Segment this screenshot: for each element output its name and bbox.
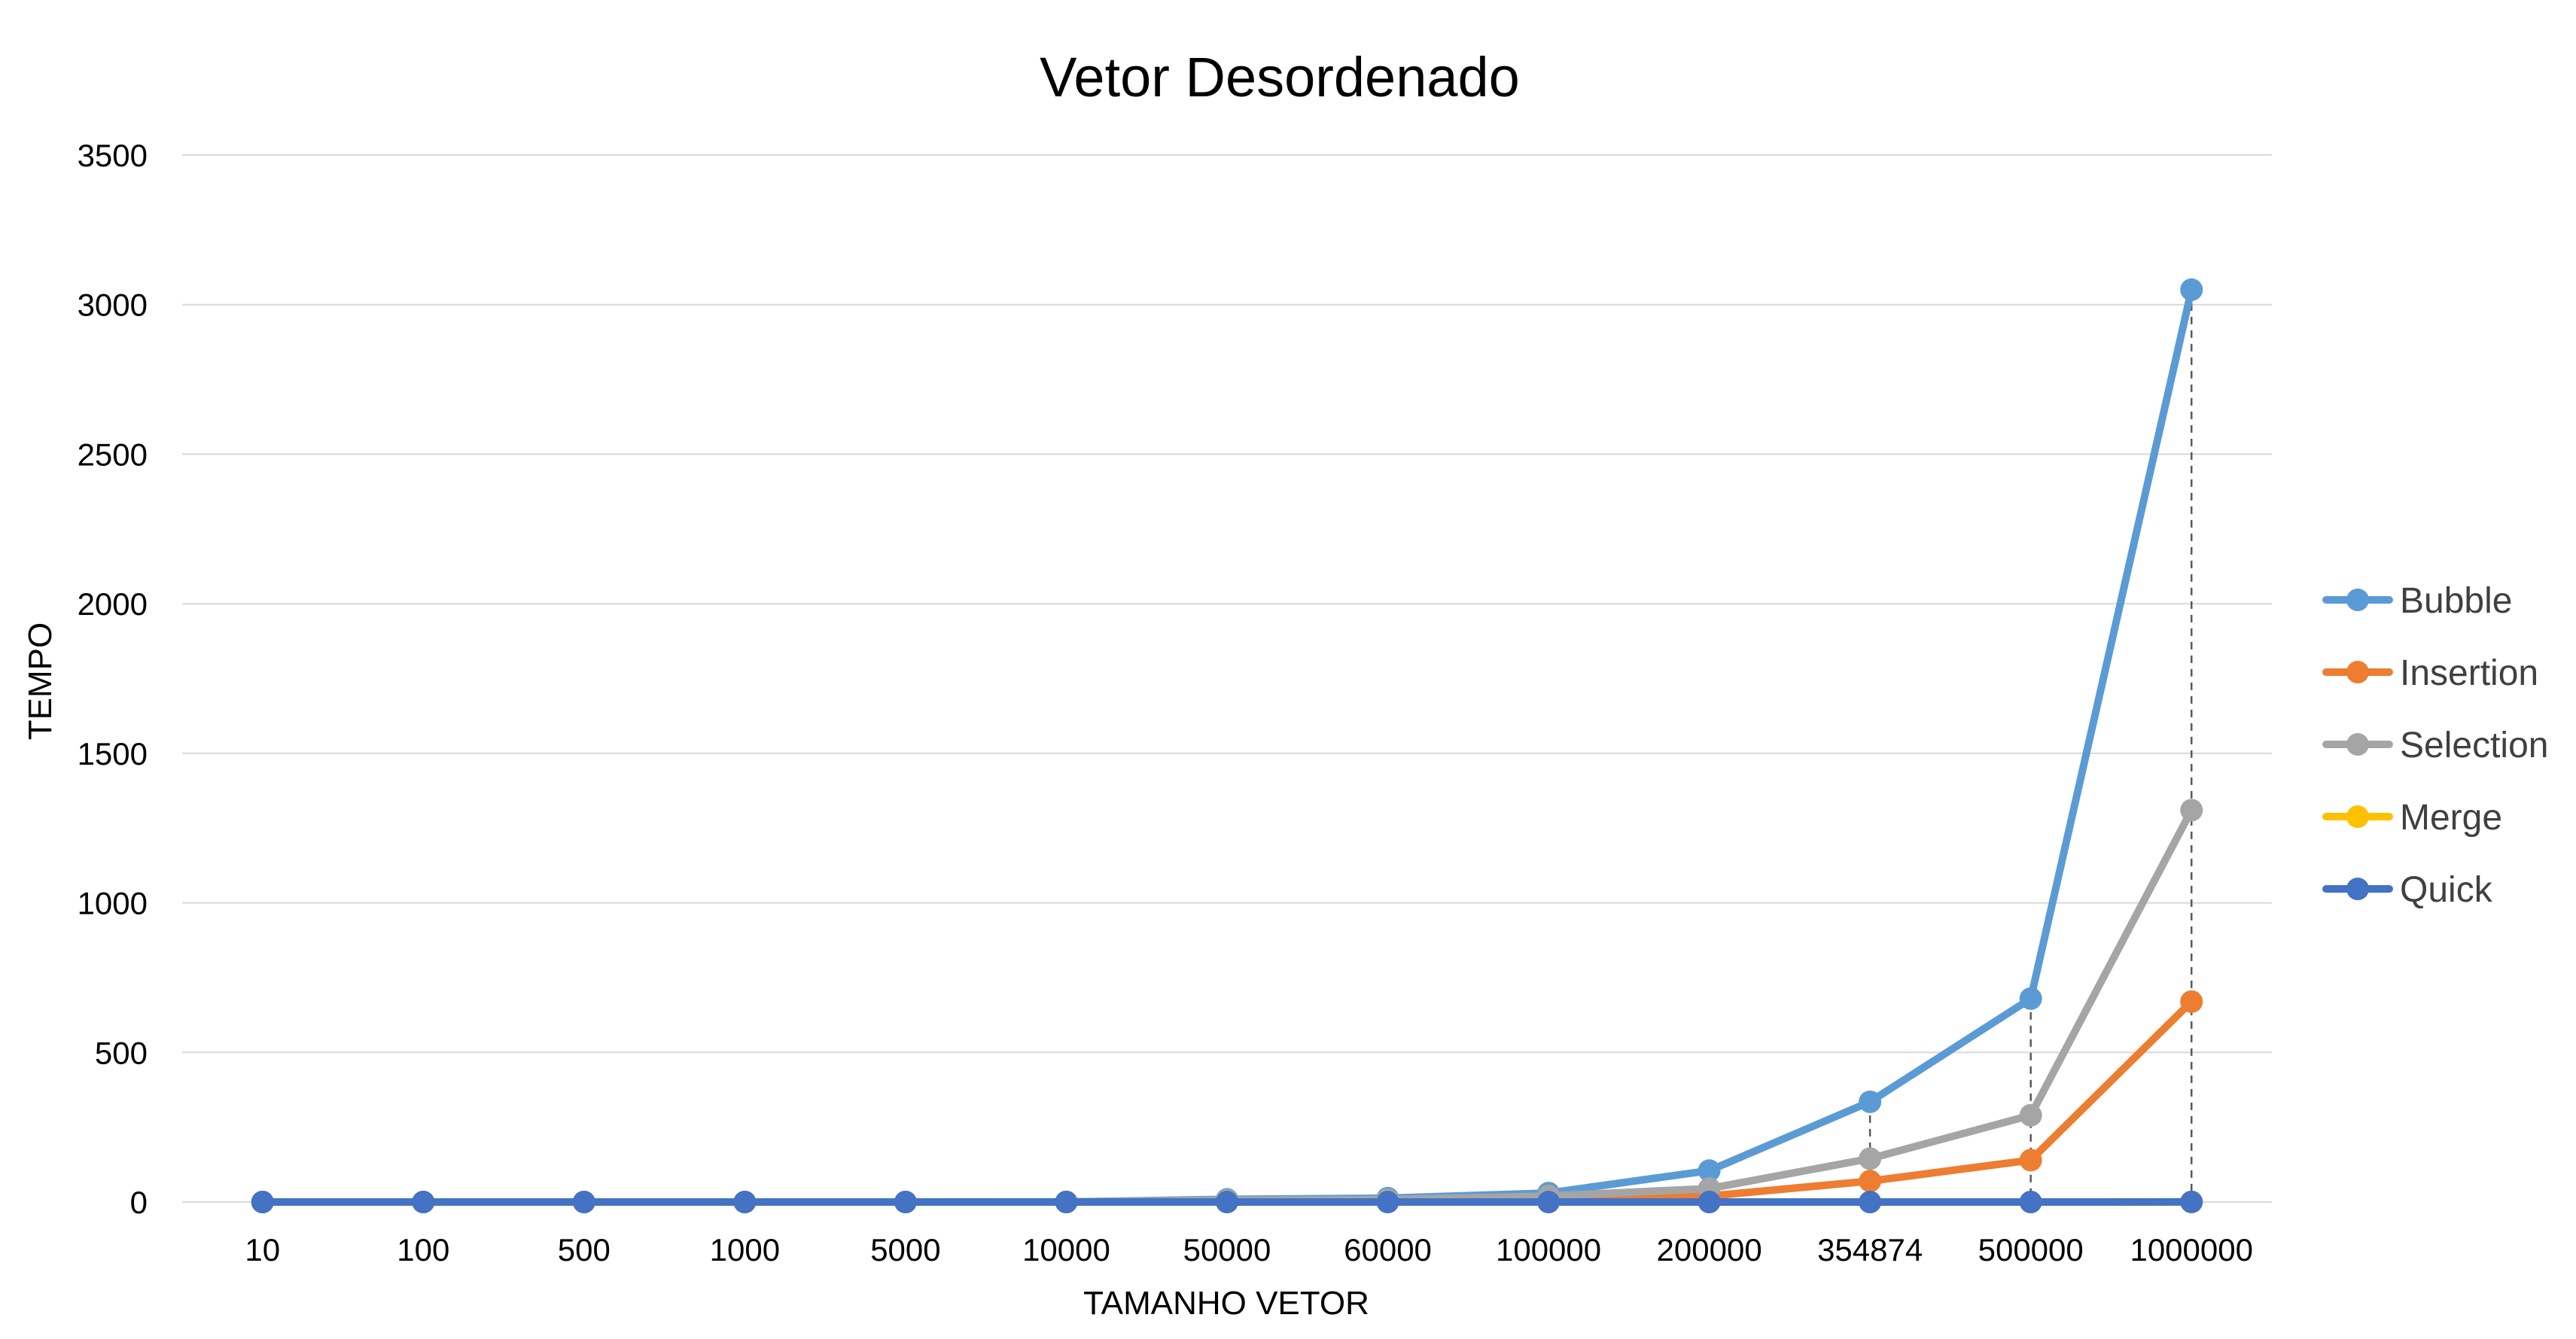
x-tick-label: 60000 xyxy=(1344,1232,1432,1267)
x-tick-label: 10000 xyxy=(1022,1232,1110,1267)
legend-item-bubble: Bubble xyxy=(2322,581,2512,621)
data-point xyxy=(1859,1090,1882,1113)
legend-swatch-marker xyxy=(2346,733,2369,756)
y-axis-title: TEMPO xyxy=(22,622,59,740)
series-lines xyxy=(251,278,2203,1213)
y-tick-label: 2000 xyxy=(78,586,148,622)
x-tick-label: 200000 xyxy=(1657,1232,1762,1267)
data-point xyxy=(1216,1191,1238,1213)
legend-label: Merge xyxy=(2400,798,2502,838)
y-tick-labels: 0 500 1000 1500 2000 2500 3000 3500 xyxy=(78,138,148,1220)
legend-label: Insertion xyxy=(2400,653,2538,693)
y-tick-label: 1500 xyxy=(78,736,148,771)
x-tick-label: 500 xyxy=(558,1232,611,1267)
data-point xyxy=(1537,1191,1561,1213)
legend: Bubble Insertion Selection Merge Quick xyxy=(2322,581,2548,910)
data-point xyxy=(2180,990,2203,1013)
x-tick-label: 1000 xyxy=(710,1232,780,1267)
x-tick-label: 100000 xyxy=(1496,1232,1601,1267)
y-tick-label: 1000 xyxy=(78,886,148,921)
legend-item-merge: Merge xyxy=(2322,798,2502,838)
data-point xyxy=(572,1191,595,1213)
data-point xyxy=(894,1191,917,1213)
x-tick-label: 354874 xyxy=(1817,1232,1923,1267)
x-tick-label: 10 xyxy=(245,1232,280,1267)
x-tick-label: 1000000 xyxy=(2130,1232,2253,1267)
legend-label: Bubble xyxy=(2400,581,2512,621)
series-quick xyxy=(251,1190,2203,1213)
legend-item-quick: Quick xyxy=(2322,870,2493,910)
data-point xyxy=(1859,1170,1882,1193)
data-point xyxy=(1698,1191,1721,1213)
x-tick-label: 5000 xyxy=(870,1232,940,1267)
data-point xyxy=(2019,1103,2042,1127)
legend-swatch-marker xyxy=(2346,589,2369,611)
y-tick-label: 500 xyxy=(95,1035,148,1070)
data-point xyxy=(2180,1190,2203,1213)
legend-swatch-marker xyxy=(2346,878,2369,900)
y-tick-label: 3000 xyxy=(78,288,148,323)
data-point xyxy=(733,1191,757,1213)
data-point xyxy=(2180,278,2203,301)
legend-label: Quick xyxy=(2400,870,2493,910)
legend-item-insertion: Insertion xyxy=(2322,653,2538,693)
data-point xyxy=(1055,1191,1078,1213)
y-tick-label: 3500 xyxy=(78,138,148,173)
legend-swatch-marker xyxy=(2346,661,2369,683)
x-tick-label: 100 xyxy=(397,1232,449,1267)
data-point xyxy=(2019,1190,2042,1213)
data-point xyxy=(1376,1191,1399,1213)
data-point xyxy=(1859,1147,1882,1170)
data-point xyxy=(251,1191,274,1213)
gridlines xyxy=(182,154,2272,1203)
x-tick-label: 50000 xyxy=(1183,1232,1271,1267)
data-point xyxy=(2019,987,2042,1010)
data-point xyxy=(2019,1149,2042,1172)
legend-item-selection: Selection xyxy=(2322,726,2548,765)
data-point xyxy=(2180,799,2203,822)
chart-title: Vetor Desordenado xyxy=(1040,46,1520,108)
data-point xyxy=(412,1191,435,1213)
legend-swatch-marker xyxy=(2346,805,2369,828)
data-point xyxy=(1859,1190,1882,1213)
x-tick-label: 500000 xyxy=(1978,1232,2084,1267)
x-axis-title: TAMANHO VETOR xyxy=(1083,1285,1369,1322)
x-tick-labels: 10 100 500 1000 5000 10000 50000 60000 100000 200… xyxy=(245,1232,2253,1267)
y-tick-label: 0 xyxy=(130,1185,148,1220)
y-tick-label: 2500 xyxy=(78,437,148,472)
legend-label: Selection xyxy=(2400,726,2548,765)
data-point xyxy=(1698,1159,1721,1182)
